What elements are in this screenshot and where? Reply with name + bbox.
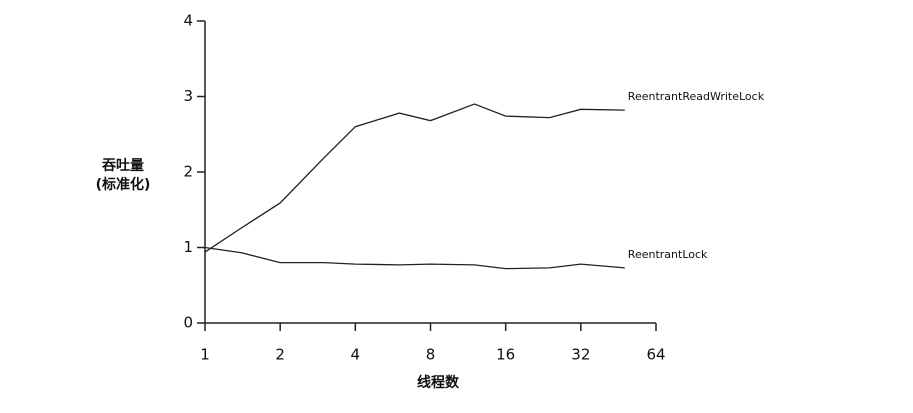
y-tick-label: 0 (183, 314, 193, 332)
y-tick-label: 2 (183, 163, 193, 181)
y-tick-label: 1 (183, 238, 193, 256)
series-line (204, 103, 625, 253)
y-tick-label: 3 (183, 87, 193, 105)
y-tick-label: 4 (183, 12, 193, 30)
series-label: ReentrantLock (628, 248, 708, 261)
y-axis-label: 吞吐量 (102, 158, 144, 174)
x-tick-label: 2 (275, 346, 285, 364)
x-tick-label: 8 (426, 346, 436, 364)
x-tick-label: 4 (351, 346, 361, 364)
x-tick-label: 16 (496, 346, 515, 364)
x-axis-label: 线程数 (417, 374, 460, 391)
y-axis-label: (标准化) (96, 176, 151, 193)
x-tick-label: 1 (200, 346, 210, 364)
series-line (204, 246, 625, 270)
series-label: ReentrantReadWriteLock (628, 90, 765, 103)
x-tick-label: 64 (646, 346, 665, 364)
x-tick-label: 32 (571, 346, 590, 364)
